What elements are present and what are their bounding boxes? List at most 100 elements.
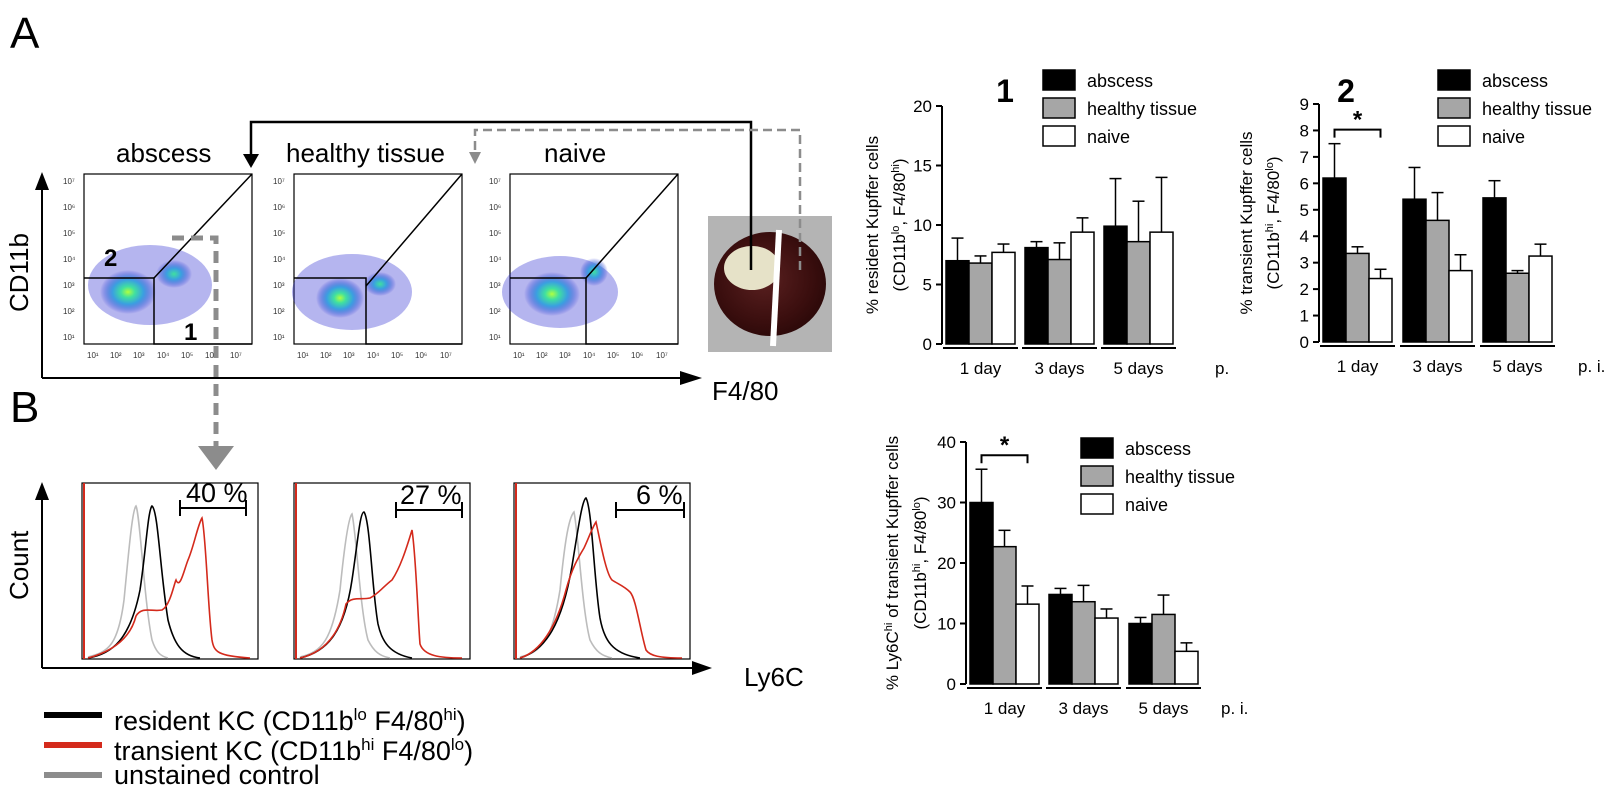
x-tick-label: 3 days xyxy=(1034,359,1084,378)
x-axis-suffix: p. i. xyxy=(1221,699,1248,718)
legend-prefix: transient KC (CD11b xyxy=(114,736,362,766)
legend-swatch xyxy=(1080,437,1114,459)
f480-axis-label: F4/80 xyxy=(712,376,779,406)
y-axis-label-sub-part: hi xyxy=(1264,224,1276,233)
plot-title-naive: naive xyxy=(544,138,606,168)
y-tick-label: 40 xyxy=(937,433,956,452)
legend-label: healthy tissue xyxy=(1482,99,1592,119)
y-axis-label-group: (CD11bhi, F4/80lo) xyxy=(1264,156,1283,289)
bar xyxy=(1505,272,1530,343)
tick-label: 10⁷ xyxy=(63,177,75,186)
y-axis-label-sub-part: (CD11b xyxy=(890,234,909,291)
tick-label: 10² xyxy=(536,351,548,360)
tick-label: 10⁴ xyxy=(63,255,76,264)
y-tick-label: 20 xyxy=(937,554,956,573)
tick-label: 10⁷ xyxy=(440,351,452,360)
y-axis-label-sub-part: hi xyxy=(890,164,902,173)
y-axis-label-sub-part: (CD11b xyxy=(911,572,930,629)
tick-label: 10⁶ xyxy=(273,203,285,212)
bar xyxy=(1345,252,1370,343)
percent-abscess: 40 % xyxy=(186,478,248,508)
bar xyxy=(1128,622,1153,685)
legend-swatch xyxy=(1042,97,1076,119)
ly6c-axis-label: Ly6C xyxy=(744,662,804,692)
y-tick-label: 10 xyxy=(937,615,956,634)
x-tick-label: 5 days xyxy=(1492,357,1542,376)
tick-label: 10² xyxy=(320,351,332,360)
y-axis-label-sub-part: lo xyxy=(890,226,902,235)
legend-swatch-resident xyxy=(44,712,102,718)
y-axis-label-group: (CD11bhi, F4/80lo) xyxy=(911,496,930,629)
legend-label: abscess xyxy=(1125,439,1191,459)
y-axis-label-sub: (CD11bhi, F4/80lo) xyxy=(1264,156,1283,289)
bar xyxy=(1149,231,1174,345)
y-tick-label: 9 xyxy=(1300,95,1309,114)
y-tick-label: 2 xyxy=(1300,280,1309,299)
y-axis-label-group: % resident Kupffer cells xyxy=(863,136,882,314)
y-axis-label-sub-part: (CD11b xyxy=(1264,232,1283,289)
tick-label: 10⁶ xyxy=(489,203,501,212)
y-tick-label: 20 xyxy=(913,97,932,116)
x-tick-label: 3 days xyxy=(1058,699,1108,718)
x-tick-label: 1 day xyxy=(984,699,1026,718)
y-axis-label-part: % Ly6C xyxy=(883,631,902,690)
tick-label: 10⁵ xyxy=(63,229,75,238)
y-tick-label: 6 xyxy=(1300,174,1309,193)
y-axis-label-sub: (CD11blo, F4/80hi) xyxy=(890,158,909,291)
legend-mid: F4/80 xyxy=(374,736,451,766)
y-axis-label-sub-part: lo xyxy=(911,502,923,511)
x-tick-label: 5 days xyxy=(1138,699,1188,718)
panel-b-label: B xyxy=(10,383,39,432)
percent-healthy: 27 % xyxy=(400,480,462,510)
legend-swatch xyxy=(1437,97,1471,119)
legend-label: naive xyxy=(1125,495,1168,515)
bar xyxy=(1448,269,1473,343)
y-tick-label: 5 xyxy=(923,276,932,295)
histogram-abscess xyxy=(81,482,259,660)
percent-naive: 6 % xyxy=(636,480,683,510)
legend-label: abscess xyxy=(1087,71,1153,91)
tick-label: 10⁶ xyxy=(631,351,643,360)
tick-label: 10⁴ xyxy=(583,351,596,360)
y-tick-label: 3 xyxy=(1300,254,1309,273)
tick-label: 10¹ xyxy=(87,351,99,360)
bar xyxy=(1094,617,1119,685)
tick-label: 10¹ xyxy=(489,333,501,342)
y-axis-label-sub-part: lo xyxy=(1264,162,1276,171)
legend-label: abscess xyxy=(1482,71,1548,91)
y-tick-label: 1 xyxy=(1300,307,1309,326)
bar xyxy=(1048,593,1073,685)
plot-title-abscess: abscess xyxy=(116,138,211,168)
bar xyxy=(1151,613,1176,685)
y-axis-label: % resident Kupffer cells xyxy=(863,136,882,314)
tick-label: 10³ xyxy=(273,281,285,290)
bar xyxy=(1322,177,1347,343)
bar xyxy=(1482,197,1507,343)
tick-label: 10³ xyxy=(559,351,571,360)
histogram-axes xyxy=(35,482,712,675)
bar xyxy=(945,259,970,345)
tick-label: 10¹ xyxy=(513,351,525,360)
tick-label: 10³ xyxy=(63,281,75,290)
y-axis-label: % Ly6Chi of transient Kupffer cells xyxy=(883,436,902,690)
tick-label: 10¹ xyxy=(273,333,285,342)
x-axis-suffix: p. xyxy=(1215,359,1229,378)
y-axis-label-group: % transient Kupffer cells xyxy=(1237,132,1256,315)
legend-label: naive xyxy=(1087,127,1130,147)
histogram-naive xyxy=(513,482,691,660)
y-axis-label-sub-part: ) xyxy=(1264,156,1283,162)
gate-label-2: 2 xyxy=(104,245,117,272)
bar xyxy=(969,501,994,685)
histogram-healthy xyxy=(293,482,471,660)
tick-label: 10⁵ xyxy=(181,351,193,360)
legend-text-resident: resident KC (CD11blo F4/80hi) xyxy=(114,700,466,736)
y-tick-label: 10 xyxy=(913,216,932,235)
photo-connectors xyxy=(243,120,802,270)
gate-label-1: 1 xyxy=(184,319,197,346)
flow-plot-abscess xyxy=(83,173,253,345)
legend-swatch xyxy=(1437,69,1471,91)
y-tick-label: 5 xyxy=(1300,201,1309,220)
